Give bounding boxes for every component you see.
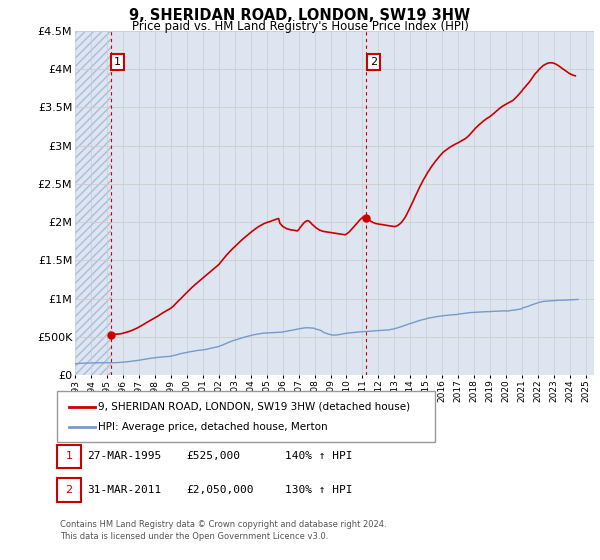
Text: £525,000: £525,000 xyxy=(186,451,240,461)
Text: HPI: Average price, detached house, Merton: HPI: Average price, detached house, Mert… xyxy=(98,422,328,432)
Text: 2: 2 xyxy=(65,485,73,495)
Text: Price paid vs. HM Land Registry's House Price Index (HPI): Price paid vs. HM Land Registry's House … xyxy=(131,20,469,32)
Text: 2: 2 xyxy=(370,57,377,67)
Text: 1: 1 xyxy=(114,57,121,67)
Text: Contains HM Land Registry data © Crown copyright and database right 2024.
This d: Contains HM Land Registry data © Crown c… xyxy=(60,520,386,541)
Bar xyxy=(75,31,110,375)
Text: 130% ↑ HPI: 130% ↑ HPI xyxy=(285,485,353,495)
Text: 31-MAR-2011: 31-MAR-2011 xyxy=(87,485,161,495)
Text: 27-MAR-1995: 27-MAR-1995 xyxy=(87,451,161,461)
Text: 9, SHERIDAN ROAD, LONDON, SW19 3HW: 9, SHERIDAN ROAD, LONDON, SW19 3HW xyxy=(130,8,470,24)
Text: £2,050,000: £2,050,000 xyxy=(186,485,254,495)
Text: 1: 1 xyxy=(65,451,73,461)
Text: 9, SHERIDAN ROAD, LONDON, SW19 3HW (detached house): 9, SHERIDAN ROAD, LONDON, SW19 3HW (deta… xyxy=(98,402,410,412)
Text: 140% ↑ HPI: 140% ↑ HPI xyxy=(285,451,353,461)
